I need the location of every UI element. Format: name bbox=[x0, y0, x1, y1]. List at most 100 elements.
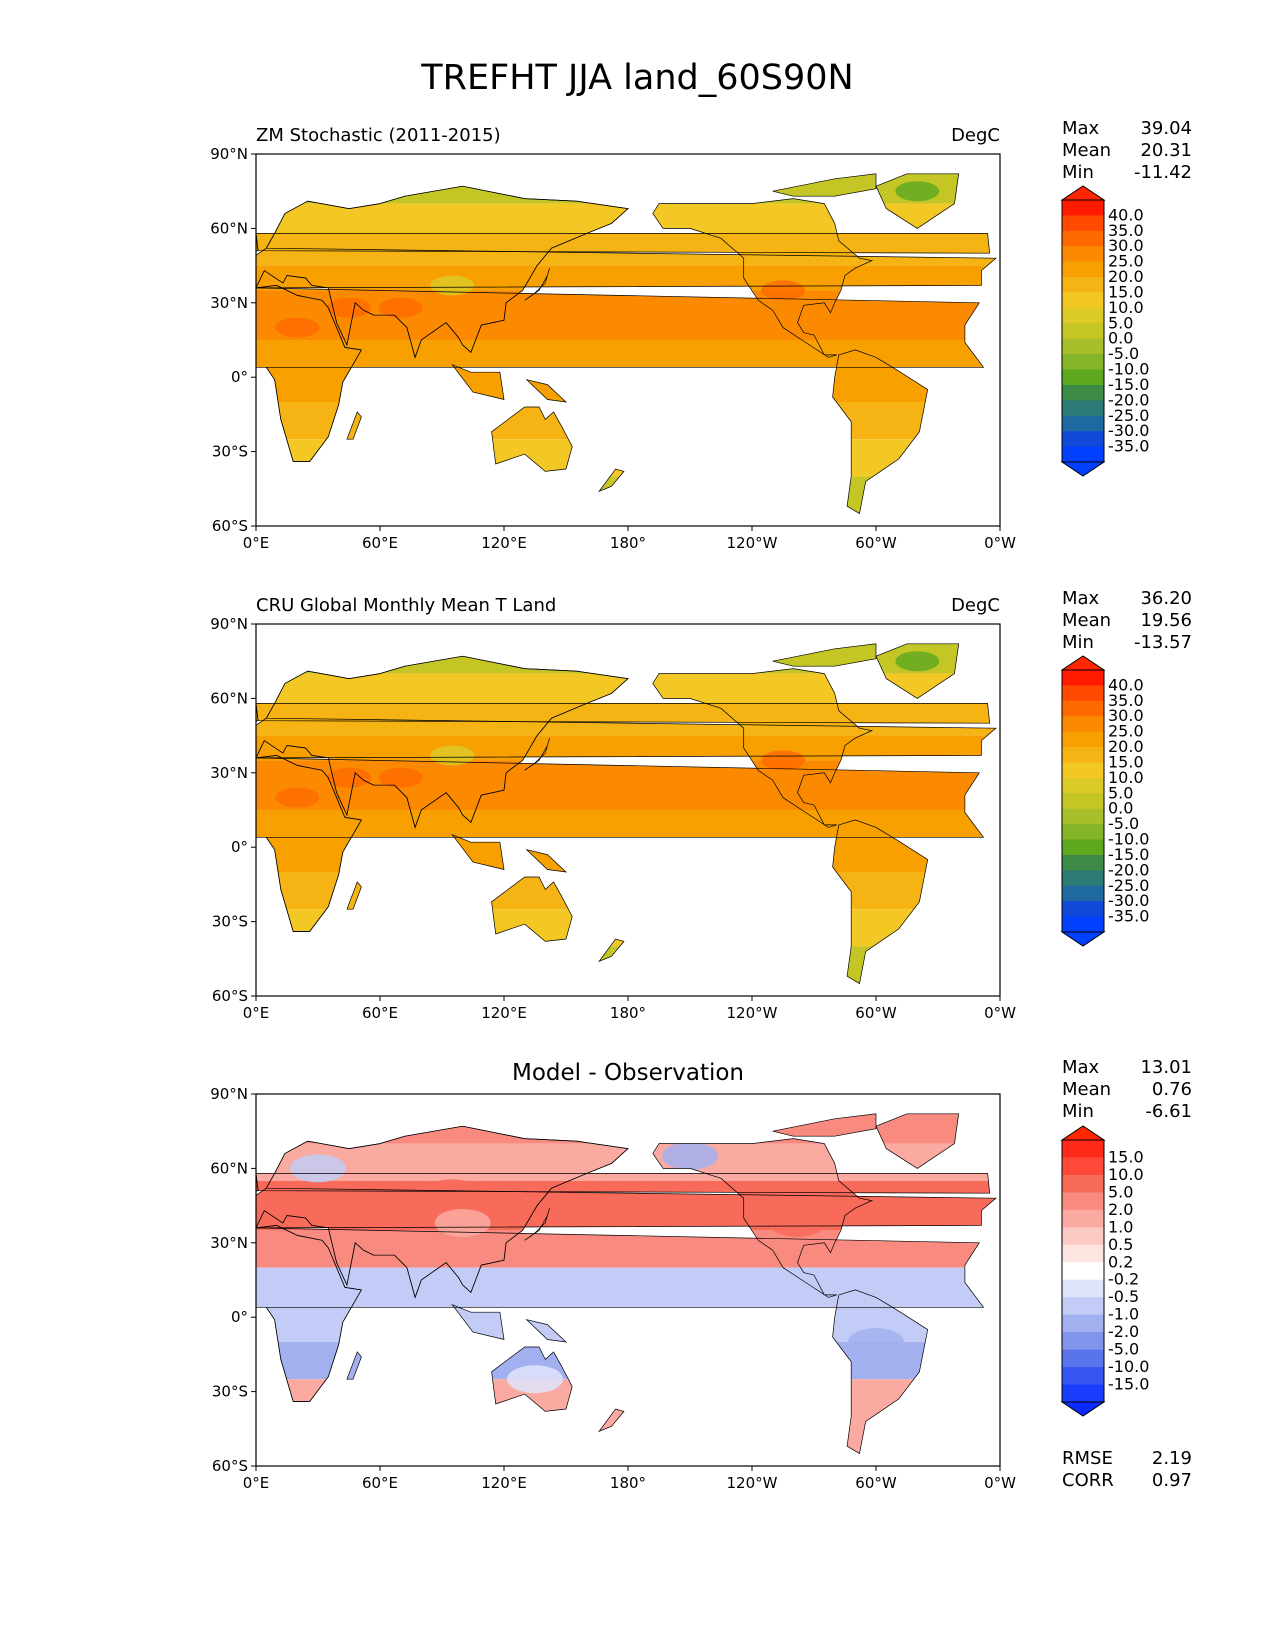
colorbar-label: -10.0 bbox=[1108, 360, 1149, 379]
x-tick-label: 60°W bbox=[855, 1474, 897, 1492]
colorbar-label: 15.0 bbox=[1108, 752, 1144, 771]
colorbar-label: 0.0 bbox=[1108, 799, 1133, 818]
y-tick-label: 30°S bbox=[212, 443, 248, 461]
colorbar-swatch bbox=[1062, 1244, 1104, 1263]
colorbar-swatch bbox=[1062, 1192, 1104, 1211]
field-band bbox=[256, 909, 996, 947]
colorbar-swatch bbox=[1062, 1209, 1104, 1228]
colorbar-swatch bbox=[1062, 808, 1104, 825]
colorbar-extend-bottom bbox=[1060, 461, 1106, 477]
x-tick-label: 0°E bbox=[243, 534, 270, 552]
colorbar-label: 10.0 bbox=[1108, 298, 1144, 317]
coastline-uk bbox=[256, 703, 991, 724]
field-blob bbox=[895, 181, 940, 202]
stat-value: 13.01 bbox=[1140, 1057, 1192, 1078]
field-band bbox=[256, 402, 996, 440]
coastline-northAmerica bbox=[652, 668, 874, 828]
colorbar-label: -5.0 bbox=[1108, 344, 1139, 363]
colorbar-label: 30.0 bbox=[1108, 236, 1144, 255]
coastline-madagascar bbox=[346, 1351, 362, 1380]
x-tick-label: 0°W bbox=[984, 1004, 1016, 1022]
coastline-africa bbox=[256, 285, 362, 462]
colorbar-label: 40.0 bbox=[1108, 675, 1144, 694]
figure-title: TREFHT JJA land_60S90N bbox=[421, 58, 854, 98]
colorbar-label: -30.0 bbox=[1108, 421, 1149, 440]
field-blob bbox=[769, 1208, 826, 1237]
colorbar-label: -20.0 bbox=[1108, 390, 1149, 409]
coastline-greenland bbox=[875, 173, 960, 229]
colorbar-swatch bbox=[1062, 200, 1104, 216]
coastline-africa bbox=[256, 1225, 362, 1402]
colorbar-2: 40.035.030.025.020.015.010.05.00.0-5.0-1… bbox=[1060, 655, 1149, 947]
field-blob bbox=[290, 1154, 346, 1183]
coastline-southAmerica bbox=[832, 1289, 929, 1455]
x-tick-label: 120°W bbox=[727, 534, 778, 552]
y-tick-label: 60°N bbox=[210, 219, 248, 237]
colorbar-label: -15.0 bbox=[1108, 845, 1149, 864]
map-panel-1: 0°E 60°E 120°E 180° 120°W 60°W 0°W 90°N 60°N 30°N… bbox=[210, 145, 1149, 552]
colorbar-swatch bbox=[1062, 277, 1104, 293]
panel-2-stats: Max 36.20 Mean 19.56 Min -13.57 bbox=[1062, 588, 1192, 654]
panel-3-extra-stats: RMSE 2.19 CORR 0.97 bbox=[1062, 1448, 1192, 1492]
field-blob bbox=[430, 275, 475, 296]
colorbar-swatch bbox=[1062, 716, 1104, 733]
colorbar-label: 40.0 bbox=[1108, 205, 1144, 224]
colorbar-label: 35.0 bbox=[1108, 221, 1144, 240]
field-blob bbox=[895, 651, 940, 672]
field-blob bbox=[662, 1142, 718, 1170]
colorbar-swatch bbox=[1062, 1332, 1104, 1351]
colorbar-extend-bottom bbox=[1060, 931, 1106, 947]
y-tick-label: 60°S bbox=[212, 1457, 248, 1475]
colorbar-swatch bbox=[1062, 446, 1104, 463]
y-tick-label: 0° bbox=[231, 838, 248, 856]
field-blob bbox=[275, 317, 320, 338]
field-band bbox=[256, 340, 996, 402]
coastline-southAmerica bbox=[832, 819, 929, 985]
x-tick-label: 60°E bbox=[362, 1004, 398, 1022]
colorbar-label: 20.0 bbox=[1108, 737, 1144, 756]
x-tick-label: 60°E bbox=[362, 534, 398, 552]
field-band bbox=[256, 643, 996, 674]
panel-1-stats: Max 39.04 Mean 20.31 Min -11.42 bbox=[1062, 118, 1192, 184]
stat-label: Min bbox=[1062, 162, 1094, 183]
y-tick-label: 0° bbox=[231, 1308, 248, 1326]
map-panel-2: 0°E 60°E 120°E 180° 120°W 60°W 0°W 90°N 60°N 30°N… bbox=[210, 615, 1149, 1022]
y-tick-label: 30°S bbox=[212, 1383, 248, 1401]
y-tick-label: 30°N bbox=[210, 1234, 248, 1252]
field-band bbox=[256, 810, 996, 872]
field-blob bbox=[378, 297, 423, 318]
coastline-madagascar bbox=[346, 411, 362, 440]
colorbar-label: 1.0 bbox=[1108, 1217, 1133, 1236]
x-tick-label: 0°W bbox=[984, 1474, 1016, 1492]
colorbar-swatch bbox=[1062, 916, 1104, 933]
coastline-australia bbox=[491, 1346, 573, 1412]
x-tick-label: 60°W bbox=[855, 534, 897, 552]
colorbar-frame bbox=[1061, 669, 1105, 933]
y-tick-label: 90°N bbox=[210, 615, 248, 633]
colorbar-swatch bbox=[1062, 1227, 1104, 1246]
y-tick-label: 0° bbox=[231, 368, 248, 386]
colorbar-swatch bbox=[1062, 854, 1104, 871]
coastline-japan bbox=[524, 1208, 550, 1241]
colorbar-swatch bbox=[1062, 1140, 1104, 1158]
stat-value: 19.56 bbox=[1140, 610, 1192, 631]
colorbar-label: -20.0 bbox=[1108, 860, 1149, 879]
field-band bbox=[256, 1379, 996, 1454]
coastline-northAmerica bbox=[652, 1138, 874, 1298]
colorbar-label: -5.0 bbox=[1108, 814, 1139, 833]
field-blob bbox=[275, 787, 320, 808]
field-band bbox=[256, 1113, 996, 1144]
colorbar-extend-top bbox=[1060, 185, 1106, 201]
colorbar-swatch bbox=[1062, 261, 1104, 278]
coastline-australia bbox=[491, 406, 573, 472]
land-layer bbox=[256, 643, 997, 985]
panel-3-stats: Max 13.01 Mean 0.76 Min -6.61 bbox=[1062, 1057, 1192, 1123]
colorbar-swatch bbox=[1062, 338, 1104, 355]
colorbar-label: -10.0 bbox=[1108, 1357, 1149, 1376]
x-tick-label: 180° bbox=[610, 1474, 646, 1492]
field-blob bbox=[761, 750, 805, 771]
panel-1-title: ZM Stochastic (2011-2015) bbox=[256, 125, 501, 146]
y-tick-label: 60°S bbox=[212, 517, 248, 535]
stat-label: Min bbox=[1062, 1101, 1094, 1122]
coastline-uk bbox=[256, 233, 991, 254]
